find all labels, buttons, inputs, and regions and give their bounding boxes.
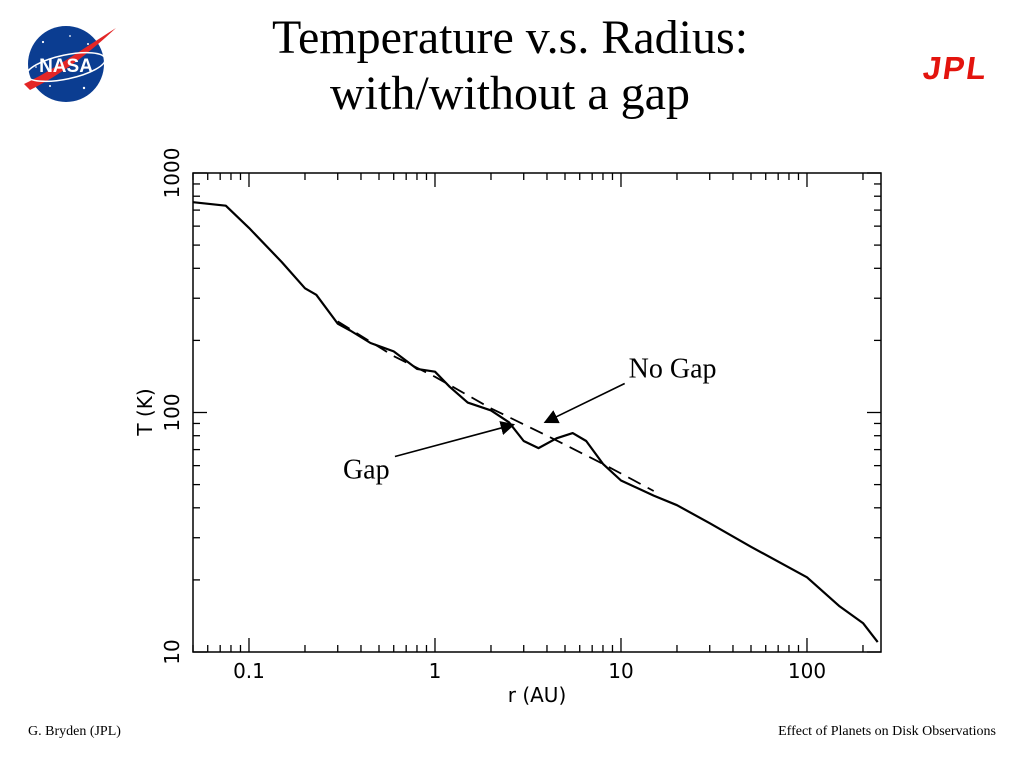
- x-tick-label: 1: [429, 659, 442, 683]
- gap-annotation-label: Gap: [343, 455, 390, 486]
- x-tick-label: 0.1: [233, 659, 265, 683]
- y-tick-label: 1000: [160, 148, 184, 199]
- no-gap-curve: [337, 320, 655, 492]
- x-tick-label: 100: [788, 659, 826, 683]
- y-axis-label: T (K): [133, 388, 157, 436]
- axis-ticks: [192, 172, 881, 653]
- slide-title-line-2: with/without a gap: [330, 67, 690, 120]
- jpl-logo-text: JPL: [921, 52, 991, 84]
- no-gap-annotation-label: No Gap: [629, 354, 717, 385]
- jpl-logo: JPL: [921, 52, 991, 84]
- footer-author: G. Bryden (JPL): [28, 724, 121, 739]
- no-gap-arrow: [543, 382, 626, 424]
- plot-frame: [192, 172, 882, 653]
- gap-arrow: [394, 421, 516, 458]
- nasa-logo: NASA: [24, 26, 116, 102]
- x-tick-label: 10: [608, 659, 633, 683]
- series-layer: [192, 201, 879, 643]
- slide-title: Temperature v.s. Radius: with/without a …: [160, 10, 860, 122]
- nasa-logo-text: NASA: [39, 56, 93, 77]
- y-tick-label: 100: [160, 393, 184, 431]
- y-tick-label: 10: [160, 639, 184, 664]
- slide-title-line-1: Temperature v.s. Radius:: [271, 11, 749, 64]
- x-axis-label: r (AU): [508, 683, 567, 707]
- footer-presentation-title: Effect of Planets on Disk Observations: [778, 724, 996, 739]
- annotation-layer: No Gap Gap: [343, 354, 717, 486]
- gap-curve: [192, 201, 879, 643]
- axis-tick-labels: 0.1 1 10 100 10 100 1000: [160, 148, 826, 683]
